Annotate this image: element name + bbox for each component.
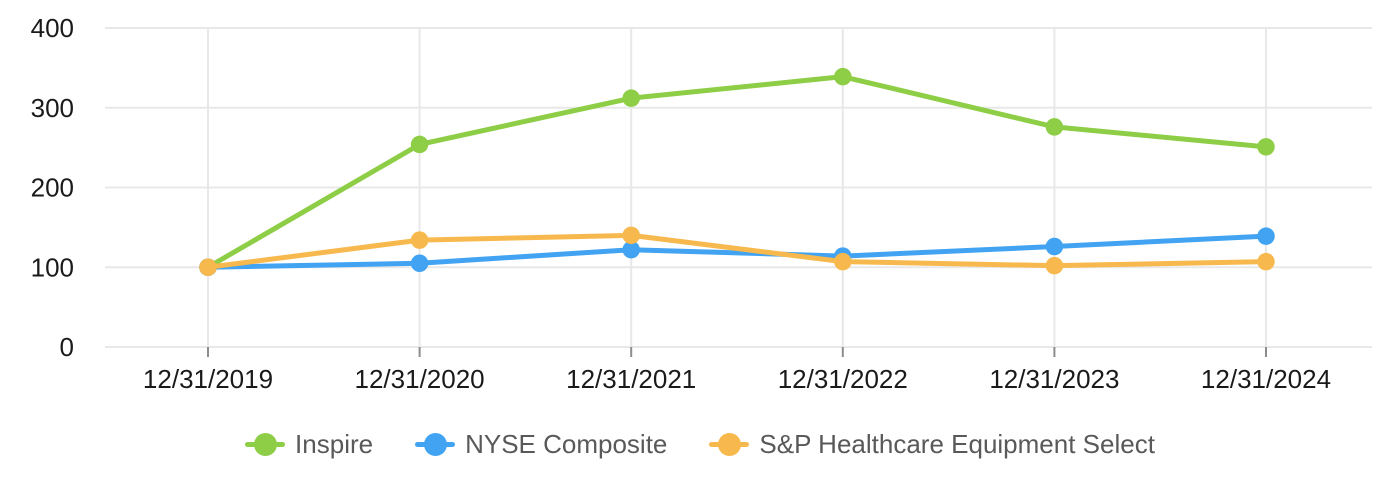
data-point <box>622 240 640 259</box>
plot-area: 0 100 200 300 400 12/31/2019 12/31/2020 12/31/2… <box>31 13 1372 394</box>
series-line <box>205 232 1269 270</box>
data-point <box>1045 237 1064 256</box>
legend-item: Inspire <box>245 431 373 457</box>
legend-item: S&P Healthcare Equipment Select <box>709 431 1155 457</box>
data-point <box>622 89 640 107</box>
legend-dot-icon <box>253 432 277 456</box>
legend-label: S&P Healthcare Equipment Select <box>759 429 1155 459</box>
legend-series-marker-icon <box>415 432 456 456</box>
data-point <box>410 231 429 249</box>
legend-item: NYSE Composite <box>415 431 667 457</box>
y-axis-tick-label: 400 <box>31 13 74 43</box>
data-point <box>834 252 852 271</box>
data-point <box>199 258 217 276</box>
data-point <box>1045 118 1064 136</box>
data-point <box>834 67 852 86</box>
y-axis-tick-label: 300 <box>31 93 74 123</box>
data-point <box>1257 227 1275 245</box>
x-axis-tick-label: 12/31/2022 <box>778 364 908 394</box>
legend-series-marker-icon <box>245 432 286 456</box>
y-axis-tick-label: 200 <box>31 173 74 203</box>
x-axis-tick-label: 12/31/2021 <box>566 364 696 394</box>
chart-legend: Inspire NYSE Composite S&P Healthcare Equi… <box>0 424 1400 464</box>
y-axis-tick-label: 100 <box>31 252 74 282</box>
data-point <box>1257 138 1275 156</box>
legend-dot-icon <box>717 432 741 456</box>
x-axis-tick-label: 12/31/2020 <box>355 364 485 394</box>
data-point <box>410 135 429 154</box>
data-point <box>622 226 640 245</box>
series-line <box>205 233 1269 270</box>
legend-series-marker-icon <box>709 432 750 456</box>
x-axis-tick-label: 12/31/2023 <box>989 364 1119 394</box>
legend-label: NYSE Composite <box>465 429 668 459</box>
data-point <box>1257 252 1275 271</box>
y-axis-tick-label: 0 <box>60 332 74 362</box>
series-line <box>205 74 1269 270</box>
data-point <box>410 254 429 273</box>
legend-dot-icon <box>423 432 447 456</box>
data-point <box>1045 256 1064 275</box>
x-axis-tick-label: 12/31/2024 <box>1201 364 1331 394</box>
legend-label: Inspire <box>295 429 374 459</box>
x-axis-tick-label: 12/31/2019 <box>143 364 273 394</box>
